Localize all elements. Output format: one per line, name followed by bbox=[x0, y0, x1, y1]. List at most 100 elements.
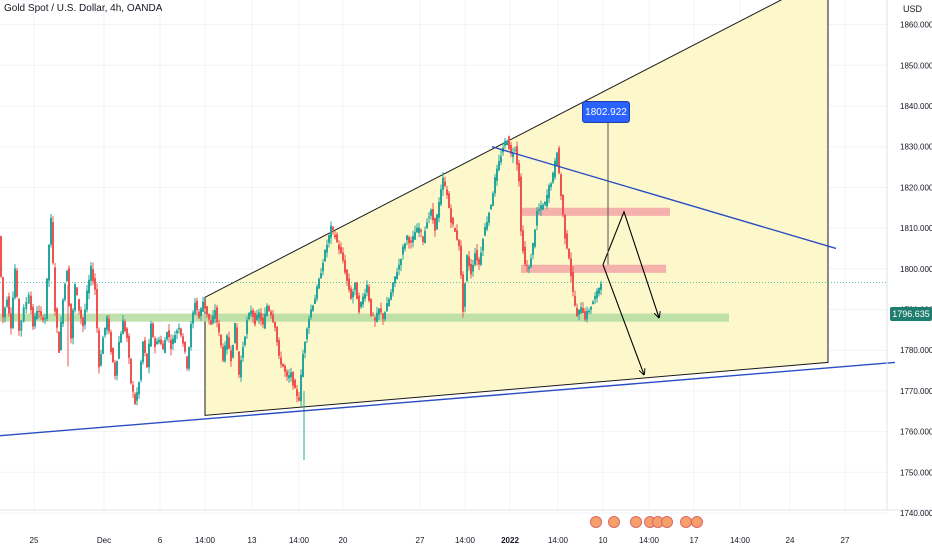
candle-up bbox=[27, 294, 30, 304]
candle-down bbox=[562, 194, 564, 215]
candle-up bbox=[136, 392, 138, 401]
candle-up bbox=[540, 205, 542, 210]
candle-up bbox=[234, 322, 236, 344]
candle-down bbox=[526, 264, 528, 266]
us-flag-event-icon[interactable] bbox=[608, 516, 620, 528]
candle-down bbox=[558, 148, 560, 174]
candle-up bbox=[62, 299, 64, 324]
candle-up bbox=[190, 323, 192, 348]
candle-down bbox=[456, 230, 458, 240]
candle-up bbox=[6, 299, 8, 307]
time-tick-label: 14:00 bbox=[289, 536, 310, 545]
time-tick-label: 27 bbox=[416, 536, 425, 545]
candle-down bbox=[128, 335, 130, 358]
candle-down bbox=[342, 252, 344, 261]
candle-up bbox=[314, 298, 316, 304]
candle-down bbox=[180, 328, 182, 336]
candle-down bbox=[444, 181, 446, 187]
candle-up bbox=[50, 217, 52, 245]
projection-arrow bbox=[602, 264, 644, 375]
candle-down bbox=[432, 209, 434, 221]
target-price-label[interactable]: 1802.922 bbox=[582, 101, 630, 123]
time-tick-label: Dec bbox=[97, 536, 111, 545]
candle-down bbox=[510, 145, 512, 154]
candle-down bbox=[160, 339, 162, 344]
candle-up bbox=[88, 279, 90, 294]
candle-up bbox=[360, 301, 362, 307]
candle-up bbox=[66, 270, 68, 282]
time-tick-label: 14:00 bbox=[455, 536, 476, 545]
candle-down bbox=[206, 306, 208, 315]
candle-up bbox=[352, 291, 354, 298]
candle-down bbox=[520, 176, 522, 232]
candle-down bbox=[112, 347, 114, 363]
candle-down bbox=[294, 380, 296, 389]
candle-up bbox=[418, 227, 420, 233]
candle-up bbox=[320, 273, 322, 279]
price-tick-label: 1740.000 bbox=[900, 509, 932, 518]
candle-down bbox=[10, 313, 12, 329]
price-tick-label: 1800.000 bbox=[900, 265, 932, 274]
candle-up bbox=[428, 216, 430, 218]
candle-down bbox=[130, 358, 132, 384]
candle-up bbox=[232, 344, 234, 358]
candle-up bbox=[328, 235, 330, 243]
candle-up bbox=[486, 221, 488, 230]
candle-down bbox=[340, 246, 342, 254]
price-tick-label: 1780.000 bbox=[900, 346, 932, 355]
candle-up bbox=[498, 161, 500, 170]
candle-up bbox=[546, 194, 548, 207]
candle-up bbox=[580, 307, 582, 314]
candle-up bbox=[504, 141, 506, 146]
candle-down bbox=[356, 282, 358, 300]
candle-up bbox=[194, 302, 196, 314]
candle-up bbox=[536, 210, 538, 226]
candle-up bbox=[598, 287, 600, 294]
candle-down bbox=[478, 259, 480, 265]
candle-down bbox=[454, 228, 456, 232]
candle-up bbox=[4, 307, 6, 318]
candle-down bbox=[298, 397, 300, 401]
candle-down bbox=[458, 239, 460, 247]
candle-down bbox=[76, 287, 78, 296]
candle-up bbox=[246, 320, 248, 334]
time-tick-label: 27 bbox=[841, 536, 850, 545]
us-flag-event-icon[interactable] bbox=[691, 516, 703, 528]
time-axis[interactable]: 25 Dec 6 14:00 13 14:00 20 27 14:00 2022 14:00 10 14… bbox=[30, 536, 850, 545]
candle-down bbox=[566, 233, 568, 249]
candle-down bbox=[292, 371, 294, 386]
candle-up bbox=[376, 312, 378, 322]
candle-up bbox=[240, 360, 242, 378]
candle-up bbox=[84, 309, 86, 325]
time-tick-label: 17 bbox=[690, 536, 699, 545]
price-axis[interactable]: 1740.000 1750.000 1760.000 1770.000 1780.000… bbox=[900, 0, 932, 518]
candle-up bbox=[488, 212, 490, 223]
candle-up bbox=[528, 267, 530, 270]
candle-up bbox=[120, 333, 122, 343]
chart-title: Gold Spot / U.S. Dollar, 4h, OANDA bbox=[4, 3, 163, 14]
candle-down bbox=[334, 234, 336, 238]
candle-up bbox=[316, 286, 318, 299]
candle-down bbox=[276, 326, 278, 343]
us-flag-event-icon[interactable] bbox=[661, 516, 673, 528]
time-tick-label: 14:00 bbox=[195, 536, 216, 545]
candle-up bbox=[172, 338, 174, 345]
candle-up bbox=[512, 152, 514, 157]
candle-up bbox=[288, 375, 290, 379]
candle-up bbox=[192, 312, 194, 324]
us-flag-event-icon[interactable] bbox=[590, 516, 602, 528]
price-tick-label: 1810.000 bbox=[900, 224, 932, 233]
candle-up bbox=[384, 312, 386, 320]
candle-up bbox=[188, 347, 190, 369]
candle-up bbox=[464, 283, 466, 307]
candle-down bbox=[524, 246, 526, 265]
candle-down bbox=[516, 146, 518, 165]
candle-down bbox=[374, 317, 376, 321]
candle-down bbox=[162, 343, 164, 350]
currency-label[interactable]: USD bbox=[903, 4, 923, 14]
us-flag-event-icon[interactable] bbox=[630, 516, 642, 528]
drawings-front bbox=[0, 123, 896, 437]
candle-down bbox=[576, 307, 578, 317]
candle-up bbox=[214, 310, 216, 319]
